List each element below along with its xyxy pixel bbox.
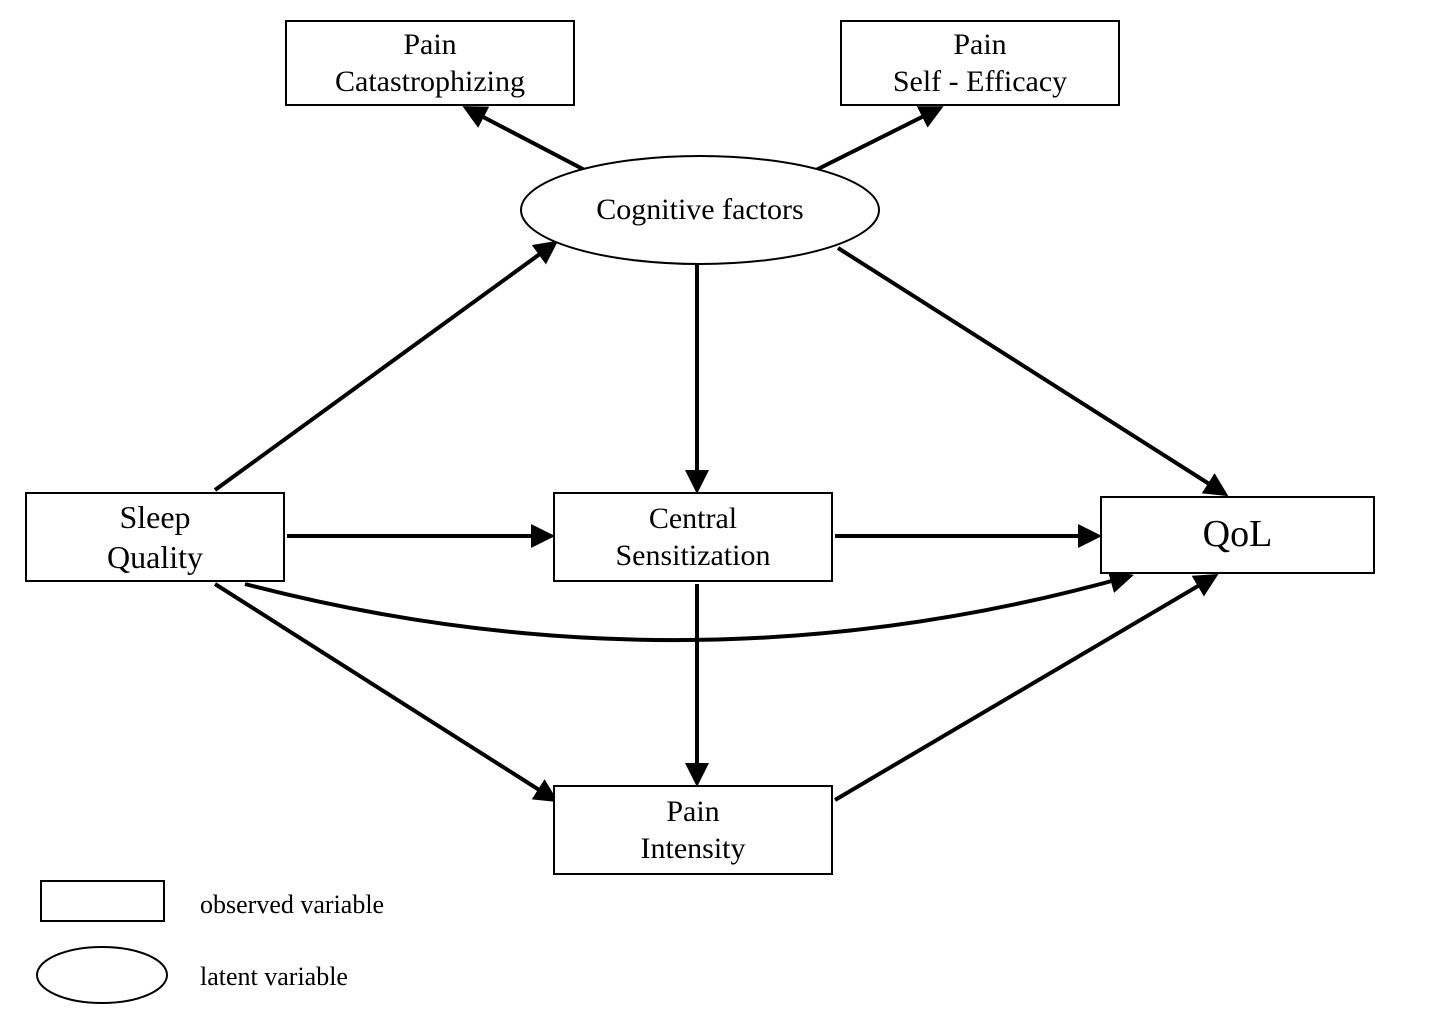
node-label: Catastrophizing <box>335 65 525 98</box>
node-label: Intensity <box>641 832 746 865</box>
node-qol: QoL <box>1100 496 1375 574</box>
legend-ellipse-label: latent variable <box>200 962 348 992</box>
node-label: Pain <box>666 795 719 828</box>
node-label: Quality <box>107 539 203 575</box>
legend-ellipse-symbol <box>35 945 169 1005</box>
node-label: QoL <box>1203 511 1273 559</box>
legend-rect-symbol <box>40 880 165 922</box>
legend-rect-label: observed variable <box>200 890 384 920</box>
node-central-sensitization: Central Sensitization <box>553 492 833 582</box>
node-label: Central <box>649 502 737 535</box>
edge-sleep-to-cog <box>215 243 555 490</box>
node-sleep-quality: Sleep Quality <box>25 492 285 582</box>
node-label: Pain <box>953 28 1006 61</box>
edge-painintensity-to-qol <box>835 576 1215 800</box>
node-label: Pain <box>403 28 456 61</box>
node-pain-self-efficacy: Pain Self - Efficacy <box>840 20 1120 106</box>
node-label: Self - Efficacy <box>893 65 1067 98</box>
edge-sleep-to-qol-curve <box>245 576 1130 640</box>
node-label: Sleep <box>119 499 190 535</box>
node-cognitive-factors: Cognitive factors <box>520 155 880 265</box>
node-pain-catastrophizing: Pain Catastrophizing <box>285 20 575 106</box>
edge-cog-to-qol <box>838 248 1225 494</box>
node-label: Sensitization <box>616 539 771 572</box>
node-label: Cognitive factors <box>596 193 803 227</box>
node-pain-intensity: Pain Intensity <box>553 785 833 875</box>
